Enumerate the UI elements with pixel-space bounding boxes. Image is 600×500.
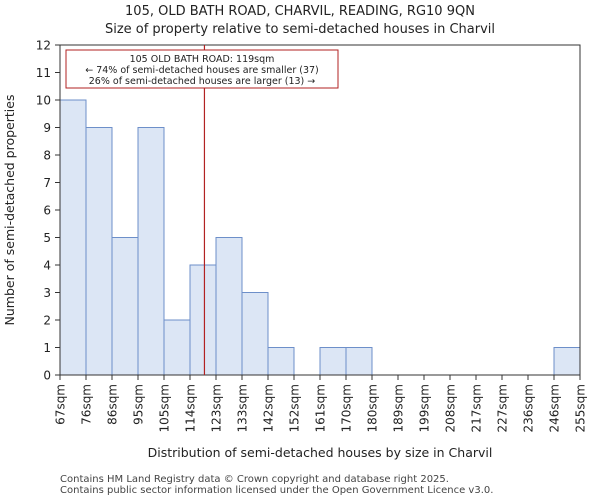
x-tick-label-199sqm: 199sqm bbox=[418, 384, 432, 432]
x-tick-label-123sqm: 123sqm bbox=[210, 384, 224, 432]
x-tick-label-95sqm: 95sqm bbox=[132, 384, 146, 425]
y-tick-label: 3 bbox=[43, 286, 51, 300]
x-tick-label-208sqm: 208sqm bbox=[444, 384, 458, 432]
bar-123sqm bbox=[215, 237, 243, 376]
y-tick-label: 10 bbox=[36, 94, 51, 108]
x-tick-label-217sqm: 217sqm bbox=[470, 384, 484, 432]
bar-95sqm bbox=[137, 127, 165, 376]
x-tick-label-236sqm: 236sqm bbox=[522, 384, 536, 432]
x-tick-label-246sqm: 246sqm bbox=[548, 384, 562, 432]
x-tick-label-142sqm: 142sqm bbox=[262, 384, 276, 432]
x-tick-label-67sqm: 67sqm bbox=[54, 384, 68, 425]
x-tick-label-161sqm: 161sqm bbox=[314, 384, 328, 432]
footer-line-2: Contains public sector information licen… bbox=[60, 485, 494, 496]
bar-114sqm bbox=[189, 264, 217, 376]
x-tick-label-170sqm: 170sqm bbox=[340, 384, 354, 432]
x-axis-ticks: 67sqm 76sqm 86sqm 95sqm 105sqm 114sqm 123sqm 13… bbox=[54, 375, 588, 432]
annotation-line-1: 105 OLD BATH ROAD: 119sqm bbox=[130, 54, 275, 65]
x-tick-label-114sqm: 114sqm bbox=[184, 384, 198, 432]
y-tick-label: 7 bbox=[43, 176, 51, 190]
x-tick-label-133sqm: 133sqm bbox=[236, 384, 250, 432]
annotation-line-3: 26% of semi-detached houses are larger (… bbox=[89, 76, 316, 87]
x-tick-label-227sqm: 227sqm bbox=[496, 384, 510, 432]
bar-142sqm bbox=[267, 347, 295, 376]
y-tick-label: 4 bbox=[43, 259, 51, 273]
x-axis-label: Distribution of semi-detached houses by … bbox=[148, 445, 493, 460]
y-axis-label: Number of semi-detached properties bbox=[2, 95, 17, 326]
annotation-box: 105 OLD BATH ROAD: 119sqm ← 74% of semi-… bbox=[65, 49, 339, 89]
chart-subtitle: Size of property relative to semi-detach… bbox=[105, 22, 495, 37]
bar-86sqm bbox=[111, 237, 139, 376]
bar-76sqm bbox=[85, 127, 113, 376]
bar-105sqm bbox=[163, 319, 191, 376]
x-tick-label-86sqm: 86sqm bbox=[106, 384, 120, 425]
bar-246sqm bbox=[553, 347, 581, 376]
y-tick-label: 0 bbox=[43, 369, 51, 383]
bar-133sqm bbox=[241, 292, 269, 376]
x-tick-label-76sqm: 76sqm bbox=[80, 384, 94, 425]
footer-line-1: Contains HM Land Registry data © Crown c… bbox=[60, 474, 449, 485]
y-tick-label: 8 bbox=[43, 149, 51, 163]
x-tick-label-180sqm: 180sqm bbox=[366, 384, 380, 432]
y-tick-label: 5 bbox=[43, 231, 51, 245]
y-tick-label: 11 bbox=[36, 66, 51, 80]
chart-title: 105, OLD BATH ROAD, CHARVIL, READING, RG… bbox=[125, 4, 475, 19]
x-tick-label-255sqm: 255sqm bbox=[574, 384, 588, 432]
y-tick-label: 9 bbox=[43, 121, 51, 135]
y-tick-label: 2 bbox=[43, 314, 51, 328]
x-tick-label-189sqm: 189sqm bbox=[392, 384, 406, 432]
plot-frame bbox=[59, 44, 581, 376]
bars bbox=[59, 99, 581, 376]
annotation-line-2: ← 74% of semi-detached houses are smalle… bbox=[85, 65, 319, 76]
x-tick-label-152sqm: 152sqm bbox=[288, 384, 302, 432]
bar-67sqm bbox=[59, 99, 87, 376]
y-tick-label: 6 bbox=[43, 204, 51, 218]
bar-170sqm bbox=[345, 347, 373, 376]
y-tick-label: 12 bbox=[36, 39, 51, 53]
bar-161sqm bbox=[319, 347, 347, 376]
x-tick-label-105sqm: 105sqm bbox=[158, 384, 172, 432]
y-tick-label: 1 bbox=[43, 341, 51, 355]
